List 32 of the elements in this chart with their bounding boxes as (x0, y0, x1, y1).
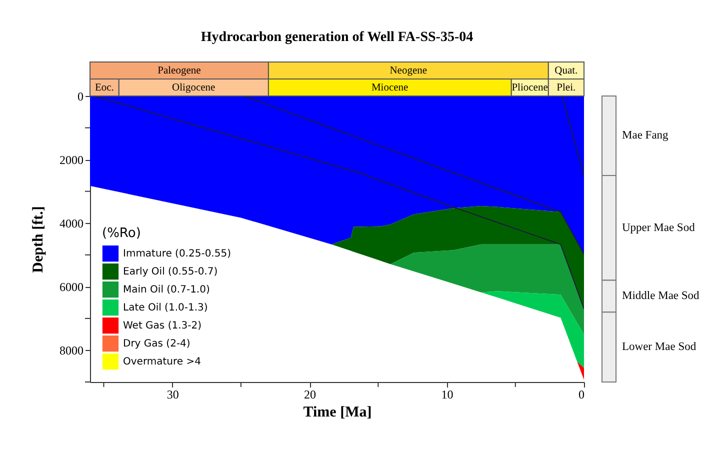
series-label: Neogene (390, 66, 428, 76)
legend-label: Dry Gas (2-4) (123, 338, 190, 350)
series-label: Quat. (554, 66, 578, 76)
series-label: Miocene (371, 82, 409, 94)
series-label: Lower Mae Sod (622, 341, 696, 354)
legend-label: Early Oil (0.55-0.7) (123, 266, 218, 278)
legend-label: Overmature >4 (123, 356, 201, 368)
series-label: Middle Mae Sod (622, 290, 700, 302)
x-axis-title: Time [Ma] (303, 404, 372, 420)
series-label: Plei. (556, 82, 576, 94)
legend-label: Main Oil (0.7-1.0) (123, 284, 210, 296)
series-label: Mae Fang (622, 130, 669, 142)
y-tick-label: 8000 (60, 344, 84, 358)
series-label: Eoc. (94, 82, 114, 94)
chart-title: Hydrocarbon generation of Well FA-SS-35-04 (200, 30, 474, 45)
x-tick-label: 0 (578, 388, 584, 402)
x-tick-label: 20 (304, 388, 316, 402)
y-tick-label: 6000 (60, 280, 84, 294)
series-label: Oligocene (172, 82, 216, 94)
legend-title: (%Ro) (102, 226, 141, 241)
legend-label: Immature (0.25-0.55) (123, 248, 232, 260)
y-tick-label: 4000 (60, 216, 84, 231)
x-tick-label: 10 (441, 388, 454, 402)
legend-label: Late Oil (1.0-1.3) (123, 302, 208, 314)
series-label: Upper Mae Sod (622, 222, 696, 234)
y-tick-label: 0 (78, 90, 84, 104)
series-label: Paleogene (158, 66, 202, 76)
y-axis-title: Depth [ft.] (30, 206, 46, 273)
legend-label: Wet Gas (1.3-2) (123, 320, 202, 332)
series-label: Pliocene (512, 82, 548, 94)
y-tick-label: 2000 (60, 153, 84, 168)
x-tick-label: 30 (166, 388, 179, 402)
